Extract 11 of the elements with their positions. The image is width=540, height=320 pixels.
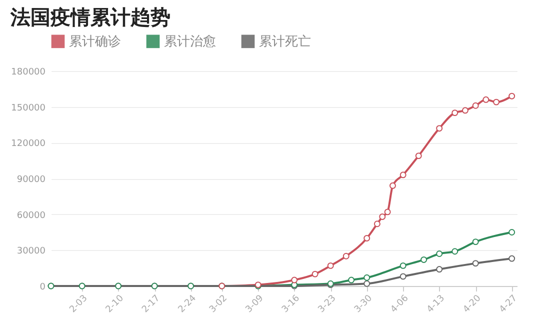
legend-label: 累计治愈: [164, 34, 216, 50]
y-tick-label: 120000: [11, 139, 46, 150]
y-tick-label: 180000: [11, 68, 46, 78]
legend-label: 累计死亡: [259, 33, 311, 50]
legend-label: 累计确诊: [69, 34, 121, 50]
y-tick-label: 60000: [16, 210, 46, 221]
y-tick-label: 0: [40, 282, 46, 292]
y-tick-label: 150000: [11, 103, 46, 114]
chart-title: 法国疫情累计趋势: [10, 5, 171, 29]
y-tick-label: 90000: [16, 175, 46, 185]
y-tick-label: 30000: [16, 246, 46, 257]
